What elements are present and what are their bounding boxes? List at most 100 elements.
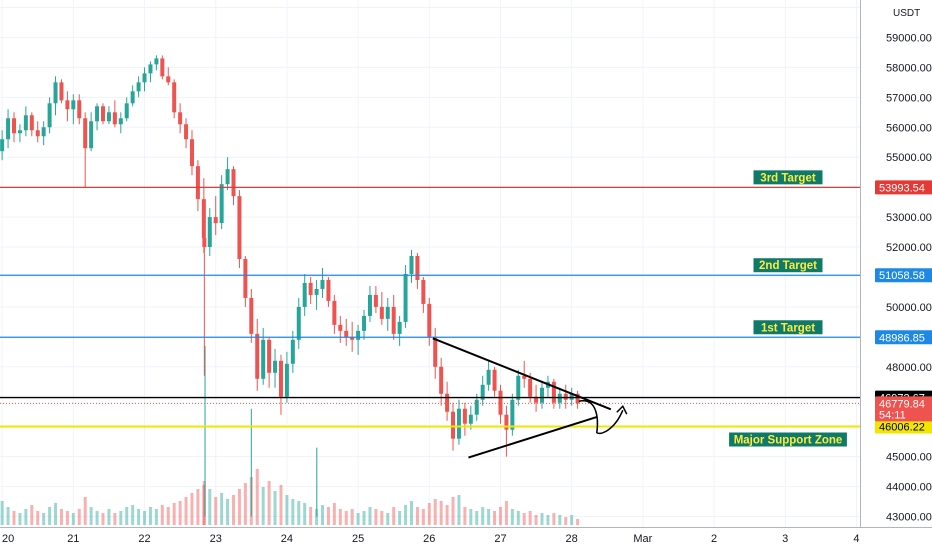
candle[interactable] — [118, 112, 123, 134]
candle[interactable] — [409, 250, 414, 283]
candle[interactable] — [486, 360, 491, 391]
candle[interactable] — [534, 384, 539, 412]
candle[interactable] — [148, 61, 153, 83]
candle[interactable] — [308, 276, 313, 304]
candle[interactable] — [356, 324, 361, 355]
candle[interactable] — [362, 309, 367, 340]
candle[interactable] — [189, 130, 194, 176]
level-price-badge[interactable]: 48986.85 — [875, 330, 932, 344]
candle[interactable] — [53, 76, 58, 116]
candle[interactable] — [373, 285, 378, 313]
candle[interactable] — [545, 375, 550, 397]
candle[interactable] — [219, 175, 224, 230]
candle[interactable] — [569, 387, 574, 406]
candle[interactable] — [439, 357, 444, 406]
candle[interactable] — [95, 103, 100, 131]
candle[interactable] — [504, 405, 509, 457]
candle[interactable] — [326, 276, 331, 307]
candle[interactable] — [492, 366, 497, 397]
candle[interactable] — [249, 288, 254, 343]
candle[interactable] — [154, 55, 159, 71]
candle[interactable] — [421, 276, 426, 313]
candle[interactable] — [462, 402, 467, 436]
candle[interactable] — [344, 318, 349, 346]
candle[interactable] — [273, 348, 278, 388]
candle[interactable] — [0, 130, 5, 161]
candle[interactable] — [195, 160, 200, 212]
candle[interactable] — [557, 387, 562, 409]
candle[interactable] — [510, 393, 515, 436]
candle[interactable] — [17, 124, 22, 143]
candle[interactable] — [47, 97, 52, 134]
candle[interactable] — [278, 354, 283, 415]
candle[interactable] — [551, 378, 556, 409]
candle[interactable] — [314, 279, 319, 310]
candle[interactable] — [267, 336, 272, 388]
level-price-badge[interactable]: 53993.54 — [875, 180, 932, 194]
candle[interactable] — [6, 109, 11, 149]
triangle-upper[interactable] — [432, 337, 612, 411]
candle[interactable] — [136, 76, 141, 98]
candle[interactable] — [83, 112, 88, 188]
horizontal-levels[interactable] — [0, 186, 860, 428]
candle[interactable] — [100, 103, 105, 125]
triangle-lower[interactable] — [468, 416, 597, 459]
candle[interactable] — [166, 67, 171, 86]
candle[interactable] — [563, 384, 568, 409]
candle[interactable] — [296, 297, 301, 349]
candle[interactable] — [320, 267, 325, 298]
candle[interactable] — [112, 100, 117, 128]
candle[interactable] — [231, 166, 236, 206]
candle[interactable] — [142, 67, 147, 92]
candle[interactable] — [172, 79, 177, 119]
candle[interactable] — [207, 208, 212, 257]
candle[interactable] — [59, 79, 64, 104]
candle[interactable] — [338, 315, 343, 343]
candle[interactable] — [433, 327, 438, 379]
candle[interactable] — [130, 85, 135, 107]
level-price-badge[interactable]: 51058.58 — [875, 268, 932, 282]
candle[interactable] — [379, 291, 384, 325]
candle[interactable] — [184, 118, 189, 149]
projection-arrow[interactable] — [578, 400, 628, 435]
candle[interactable] — [178, 103, 183, 134]
candle[interactable] — [202, 217, 207, 376]
candlesticks[interactable] — [0, 55, 580, 457]
candle[interactable] — [456, 399, 461, 445]
candle[interactable] — [498, 384, 503, 424]
candle[interactable] — [397, 315, 402, 346]
candle[interactable] — [160, 55, 165, 80]
candle[interactable] — [516, 369, 521, 406]
level-price-badge[interactable]: 46006.22 — [875, 419, 932, 434]
projection-arrow-path[interactable] — [578, 400, 624, 435]
candle[interactable] — [575, 390, 580, 409]
candle[interactable] — [35, 121, 40, 143]
candle[interactable] — [29, 112, 34, 137]
candle[interactable] — [332, 294, 337, 334]
candle[interactable] — [106, 106, 111, 125]
candle[interactable] — [480, 375, 485, 406]
candle[interactable] — [65, 91, 70, 122]
candle[interactable] — [41, 121, 46, 146]
candle[interactable] — [284, 351, 289, 403]
candle[interactable] — [237, 190, 242, 268]
candle[interactable] — [12, 112, 17, 143]
candle[interactable] — [415, 253, 420, 289]
candle[interactable] — [391, 294, 396, 340]
candle[interactable] — [445, 381, 450, 421]
candle[interactable] — [427, 297, 432, 346]
candle[interactable] — [124, 97, 129, 122]
candle[interactable] — [225, 157, 230, 191]
candle[interactable] — [403, 264, 408, 328]
candle[interactable] — [89, 112, 94, 152]
candle[interactable] — [385, 297, 390, 331]
candle[interactable] — [23, 106, 28, 137]
candle[interactable] — [213, 196, 218, 236]
candle[interactable] — [540, 381, 545, 409]
candle[interactable] — [367, 285, 372, 322]
candle[interactable] — [255, 318, 260, 391]
candle[interactable] — [77, 94, 82, 125]
